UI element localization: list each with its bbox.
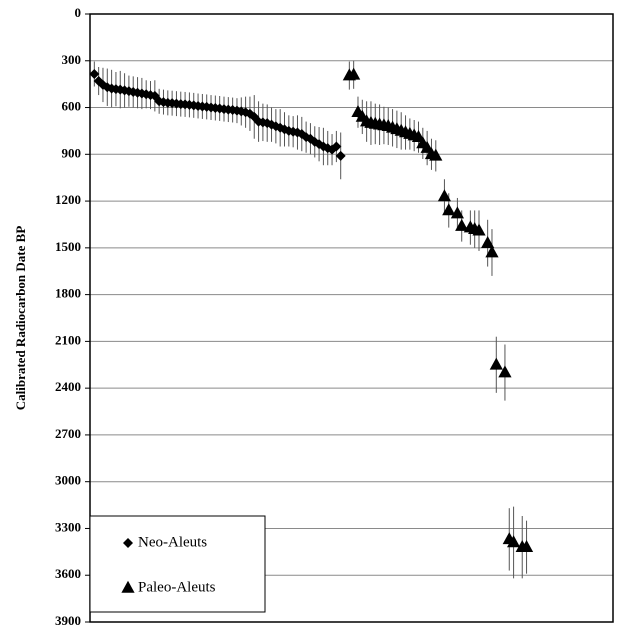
y-tick-label: 1500 (55, 239, 81, 254)
data-point (481, 235, 495, 248)
data-point (331, 141, 342, 152)
data-point (472, 223, 486, 236)
data-point (485, 245, 499, 258)
y-tick-label: 600 (62, 99, 82, 114)
data-point (498, 365, 512, 378)
plot-frame (89, 13, 614, 623)
y-tick-label: 0 (75, 5, 82, 20)
data-point (506, 535, 521, 548)
y-tick-label: 3000 (55, 473, 81, 488)
y-tick-label: 1200 (55, 192, 81, 207)
y-tick-label: 900 (62, 145, 82, 160)
data-point (335, 150, 346, 161)
legend-marker (123, 538, 133, 548)
y-tick-label: 1800 (55, 286, 81, 301)
y-tick-label: 2400 (55, 379, 81, 394)
marks (89, 60, 534, 579)
data-point (442, 203, 456, 216)
data-point (347, 67, 361, 80)
legend: Neo-Aleuts Paleo-Aleuts (89, 515, 266, 613)
legend-marker (121, 580, 135, 593)
y-tick-label: 300 (62, 52, 82, 67)
data-point (429, 148, 443, 161)
legend-label: Neo-Aleuts (138, 534, 207, 550)
legend-box (89, 515, 266, 613)
y-axis-label: Calibrated Radiocarbon Date BP (13, 226, 28, 411)
data-point (450, 206, 464, 219)
data-point (519, 539, 534, 552)
data-point (455, 218, 469, 231)
y-tick-label: 3600 (55, 566, 81, 581)
data-point (489, 357, 503, 370)
data-point (437, 189, 452, 202)
y-tick-label: 2700 (55, 426, 81, 441)
y-tick-label: 3300 (55, 519, 81, 534)
y-tick-label: 3900 (55, 613, 81, 628)
data-point (89, 69, 100, 80)
y-tick-label: 2100 (55, 332, 81, 347)
legend-label: Paleo-Aleuts (138, 579, 216, 595)
grid: 0 300 600 900 1200 1500 1800 2100 2400 2700 3000 33… (55, 5, 613, 628)
